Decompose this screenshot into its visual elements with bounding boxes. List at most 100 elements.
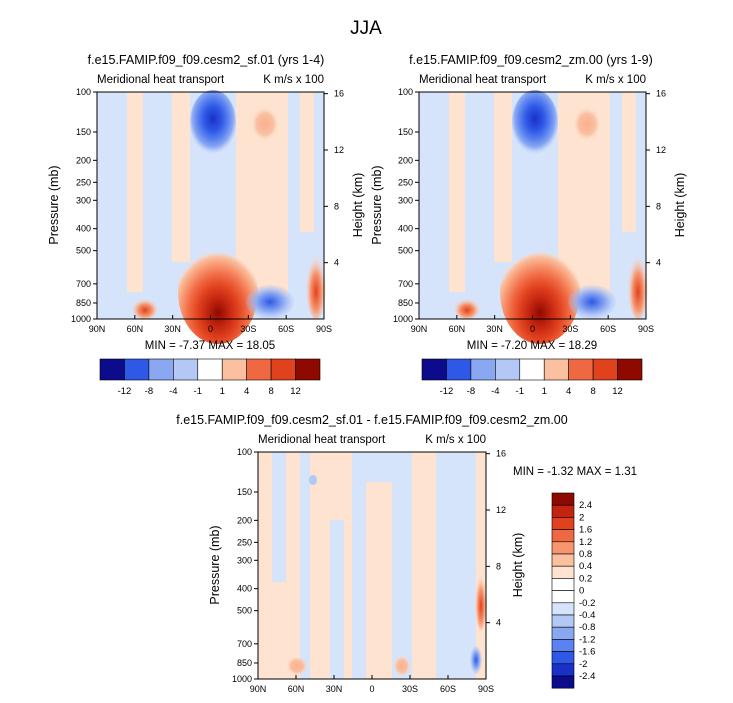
y-tick-label: 150 bbox=[398, 127, 413, 137]
y2-axis-label: Height (km) bbox=[351, 173, 365, 238]
y-tick-label: 1000 bbox=[393, 314, 413, 324]
colorbar-label: 2 bbox=[579, 512, 584, 523]
colorbar-label: 4 bbox=[244, 386, 249, 397]
y-tick-label: 1000 bbox=[71, 314, 91, 324]
y-tick-label: 200 bbox=[398, 155, 413, 165]
colorbar-label: -2 bbox=[579, 659, 587, 670]
x-tick-label: 90S bbox=[316, 324, 332, 334]
y-tick-label: 100 bbox=[76, 87, 91, 97]
panel-zm00: f.e15.FAMIP.f09_f09.cesm2_zm.00 (yrs 1-9… bbox=[370, 53, 687, 397]
positive-band bbox=[172, 92, 190, 262]
colorbar-label: 12 bbox=[290, 386, 301, 397]
y-tick-label: 400 bbox=[237, 584, 252, 594]
colorbar-label: 0 bbox=[579, 586, 584, 597]
colorbar-label: -0.8 bbox=[579, 622, 595, 633]
colorbar-box bbox=[551, 517, 575, 530]
panel-left-label: Meridional heat transport bbox=[258, 434, 386, 446]
positive-core bbox=[132, 297, 158, 319]
colorbar: -12 -8 -4 -1 1 4 8 12 bbox=[99, 358, 321, 397]
positive-core bbox=[306, 251, 326, 319]
colorbar-box bbox=[551, 651, 575, 665]
colorbar-box bbox=[470, 358, 496, 381]
negative-band bbox=[352, 452, 366, 679]
x-tick-label: 0 bbox=[530, 324, 535, 334]
colorbar-box bbox=[551, 541, 575, 555]
y-tick-label: 500 bbox=[237, 606, 252, 616]
y-tick-label: 250 bbox=[237, 537, 252, 547]
y2-axis-label: Height (km) bbox=[511, 533, 525, 598]
x-tick-label: 60N bbox=[288, 684, 305, 694]
contour-field bbox=[258, 452, 487, 679]
colorbar-label: -4 bbox=[491, 386, 499, 397]
contour-field bbox=[419, 90, 648, 344]
positive-core bbox=[574, 108, 600, 140]
figure-title: JJA bbox=[350, 18, 382, 39]
colorbar-label: -4 bbox=[169, 386, 177, 397]
x-tick-label: 30N bbox=[486, 324, 503, 334]
negative-band bbox=[272, 452, 286, 582]
min-max-stats: MIN = -1.32 MAX = 1.31 bbox=[513, 466, 637, 478]
x-tick-label: 30S bbox=[562, 324, 578, 334]
colorbar-box bbox=[551, 492, 575, 506]
y-tick-label: 250 bbox=[76, 177, 91, 187]
negative-band bbox=[436, 452, 476, 679]
colorbar-label: 0.8 bbox=[579, 549, 592, 560]
panel-right-label: K m/s x 100 bbox=[585, 74, 646, 86]
axes: 100 150 200 250 300 400 500 700 850 1000 16 12 8 4 90N… bbox=[393, 87, 666, 334]
colorbar-label: -12 bbox=[118, 386, 132, 397]
y-tick-label: 850 bbox=[237, 658, 252, 668]
y-tick-label: 250 bbox=[398, 177, 413, 187]
y-tick-label: 700 bbox=[237, 639, 252, 649]
colorbar-box bbox=[551, 614, 575, 628]
colorbar-label: 12 bbox=[612, 386, 623, 397]
panel-title: f.e15.FAMIP.f09_f09.cesm2_sf.01 (yrs 1-4… bbox=[88, 53, 325, 67]
x-tick-label: 30S bbox=[402, 684, 418, 694]
negative-core bbox=[246, 285, 294, 319]
y-tick-label: 850 bbox=[398, 298, 413, 308]
x-tick-label: 60S bbox=[600, 324, 616, 334]
colorbar-box bbox=[173, 358, 199, 381]
y-tick-label: 200 bbox=[76, 155, 91, 165]
colorbar-box bbox=[495, 358, 521, 381]
colorbar-box bbox=[295, 358, 321, 381]
colorbar-label: 1 bbox=[220, 386, 225, 397]
colorbar-box bbox=[221, 358, 247, 381]
x-tick-label: 30S bbox=[240, 324, 256, 334]
y2-tick-label: 4 bbox=[334, 258, 339, 268]
colorbar-label: 8 bbox=[590, 386, 595, 397]
colorbar-label: 2.4 bbox=[579, 500, 592, 511]
y2-axis-label: Height (km) bbox=[673, 173, 687, 238]
colorbar-label: -1 bbox=[194, 386, 202, 397]
positive-core bbox=[500, 240, 580, 344]
x-tick-label: 90N bbox=[411, 324, 428, 334]
colorbar-label: -8 bbox=[145, 386, 153, 397]
colorbar-label: 8 bbox=[268, 386, 273, 397]
colorbar-label: -1.2 bbox=[579, 634, 595, 645]
positive-core bbox=[252, 108, 278, 140]
colorbar-box bbox=[551, 529, 575, 543]
y-tick-label: 1000 bbox=[232, 674, 252, 684]
contour-field bbox=[97, 90, 326, 344]
colorbar-box bbox=[519, 358, 545, 381]
y2-tick-label: 16 bbox=[656, 89, 666, 99]
colorbar-box bbox=[617, 358, 643, 381]
colorbar-label: 0.2 bbox=[579, 573, 592, 584]
x-tick-label: 60S bbox=[278, 324, 294, 334]
y-tick-label: 300 bbox=[237, 555, 252, 565]
y-tick-label: 700 bbox=[398, 279, 413, 289]
positive-band bbox=[300, 92, 314, 232]
y2-tick-label: 8 bbox=[656, 201, 661, 211]
y-tick-label: 300 bbox=[76, 195, 91, 205]
colorbar-label: -2.4 bbox=[579, 671, 595, 682]
y2-tick-label: 12 bbox=[334, 145, 344, 155]
x-tick-label: 30N bbox=[326, 684, 343, 694]
negative-core bbox=[470, 646, 482, 674]
colorbar-box bbox=[551, 675, 575, 689]
y-tick-label: 500 bbox=[76, 246, 91, 256]
y-axis-label: Pressure (mb) bbox=[47, 165, 61, 244]
negative-core bbox=[512, 90, 558, 154]
colorbar-label: -0.2 bbox=[579, 598, 595, 609]
colorbar-box bbox=[551, 639, 575, 652]
colorbar-label: 4 bbox=[566, 386, 571, 397]
